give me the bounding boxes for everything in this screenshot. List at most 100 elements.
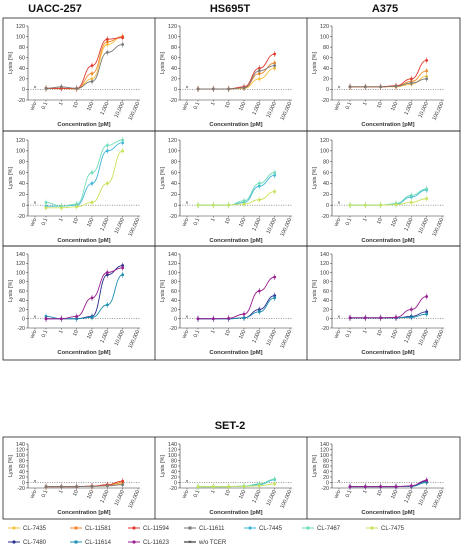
y-axis-label: Lysis [%] [8,166,14,189]
x-axis-label: Concentration [pM] [361,510,414,516]
x-tick-label: 100 [86,329,95,340]
x-tick-label: 100,000 [280,217,294,237]
y-tick-label: 20 [171,192,177,198]
data-point [44,206,48,210]
data-point [273,190,277,193]
series-line [45,150,123,209]
series-line [198,67,275,90]
x-axis-label: Concentration [pM] [361,122,414,128]
series-line [350,189,427,206]
no-tcer-marker: × [337,479,340,485]
y-tick-label: -20 [169,486,177,492]
y-tick-label: 140 [16,442,25,448]
x-tick-label: 1 [58,217,65,222]
data-point [121,479,125,483]
x-tick-label: w/o [29,101,38,112]
y-tick-label: 20 [323,77,329,83]
x-tick-label: 1 [210,101,217,106]
group-1-row-box [2,17,461,132]
y-tick-label: 100 [320,270,329,276]
x-tick-label: 10,000 [266,101,278,118]
data-point [121,483,125,487]
x-tick-label: 1,000 [100,329,111,344]
x-tick-label: 1,000 [404,101,415,116]
x-tick-label: 10 [376,217,384,225]
data-point [348,316,352,320]
legend-item-cl-11611: CL-11611 [184,526,225,532]
y-tick-label: 80 [19,280,25,286]
data-point [59,485,63,489]
series-line [45,37,123,89]
series-cl-7475 [196,480,277,490]
data-point [90,64,94,68]
data-point [379,316,383,320]
x-tick-label: 0.1 [193,217,202,226]
data-point [425,197,429,201]
x-tick-label: 0.1 [41,489,50,498]
y-tick-label: 100 [320,453,329,459]
data-point [196,485,200,489]
x-tick-label: 1 [58,329,65,334]
data-point [394,315,398,319]
series-line [198,65,275,90]
series-cl-7475 [196,188,277,209]
series-line [349,296,427,319]
x-tick-label: 1,000 [100,489,111,504]
y-tick-label: 0 [174,317,177,323]
data-point [44,485,48,489]
data-point [379,485,383,489]
x-tick-label: 10 [224,329,232,337]
x-tick-label: 10 [224,217,232,225]
data-point [75,315,79,318]
column-title-a375: A375 [372,3,398,15]
y-axis-label: Lysis [%] [312,51,318,74]
legend-marker [12,526,16,530]
series-line [46,484,123,488]
legend-label: CL-11581 [85,526,112,532]
series-line [349,70,427,88]
data-point [242,484,246,488]
x-tick-label: 0.1 [41,101,50,110]
series-cl-11623 [348,293,429,321]
data-point [44,317,48,321]
y-tick-label: 80 [171,458,177,464]
y-tick-label: -20 [321,486,329,492]
y-tick-label: 80 [323,280,329,286]
x-axis-label: Concentration [pM] [57,122,110,128]
y-tick-label: 100 [16,149,25,155]
x-tick-label: 0.1 [41,329,50,338]
y-tick-label: 140 [16,252,25,258]
x-tick-label: 10 [376,101,384,109]
no-tcer-marker: × [337,314,340,320]
x-tick-label: 100,000 [432,489,446,509]
x-tick-label: 10 [376,489,384,497]
legend-item-cl-7467: CL-7467 [302,526,341,532]
y-tick-label: 60 [19,56,25,62]
x-tick-label: 1 [362,101,369,106]
y-tick-label: -20 [17,214,25,220]
y-tick-label: 0 [22,480,25,486]
data-point [242,312,246,316]
chart-panel-4: -20 0 20 40 60 80 100 120 Lysis [%] w/o 0.1 1 10 100 1… [8,137,141,244]
y-axis-label: Lysis [%] [160,51,166,74]
legend-label: CL-11611 [199,526,225,532]
series-cl-7445 [44,139,125,210]
y-tick-label: -20 [17,98,25,104]
y-tick-label: -20 [321,214,329,220]
y-tick-label: 0 [22,87,25,93]
x-tick-label: 10 [376,329,384,337]
x-tick-label: 10,000 [418,329,430,346]
x-tick-label: 100 [86,489,95,500]
y-tick-label: 40 [323,181,329,187]
data-point [348,85,352,89]
x-tick-label: w/o [181,101,190,112]
chart-panel-8: -20 0 20 40 60 80 100 120 140 Lysis [%] w/o 0.1 1 10 1… [160,252,293,356]
data-point [242,86,246,90]
data-point [105,484,109,488]
y-axis-label: Lysis [%] [160,166,166,189]
y-tick-label: 0 [174,480,177,486]
series-cl-7475 [348,195,429,209]
y-tick-label: 80 [323,458,329,464]
legend-label: CL-11614 [85,540,112,546]
